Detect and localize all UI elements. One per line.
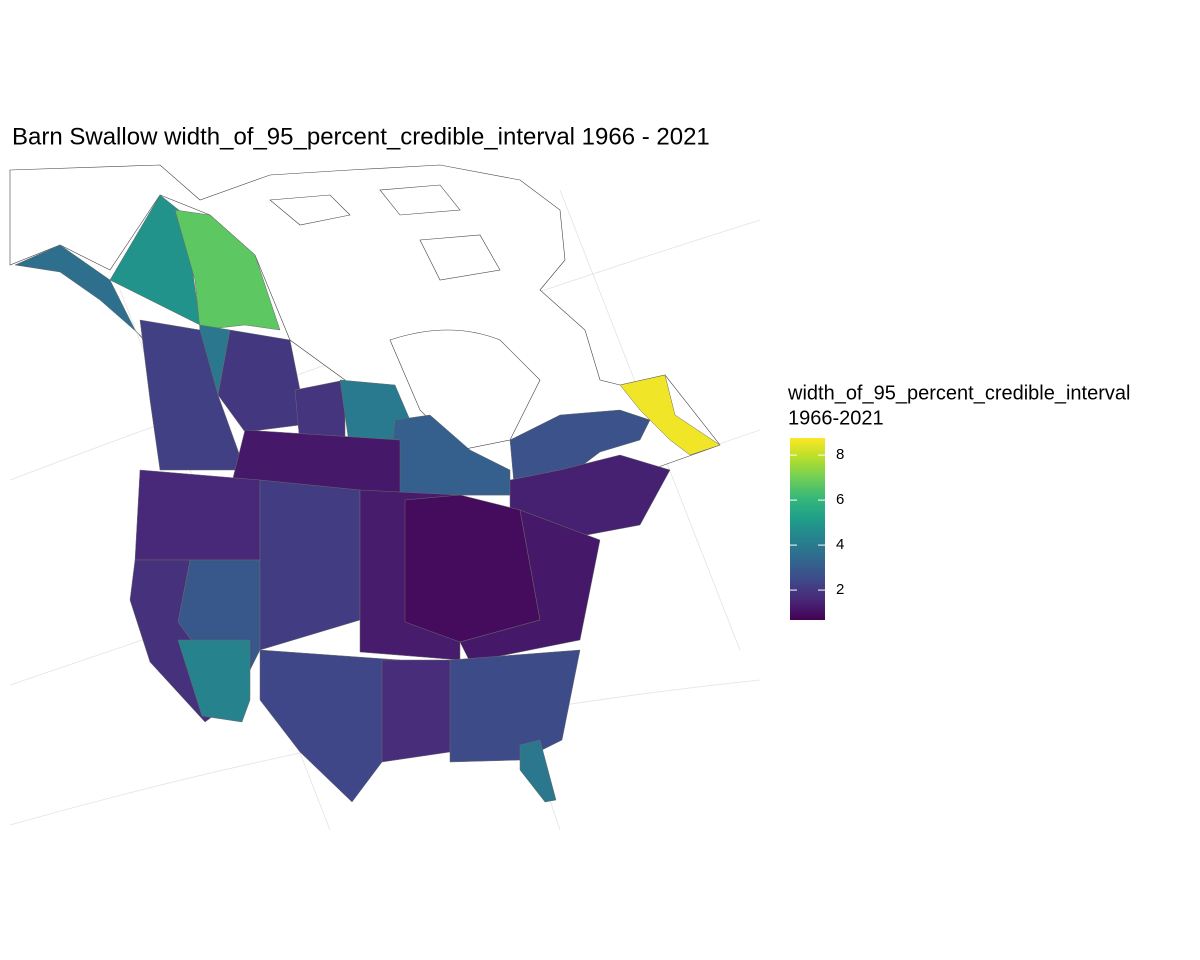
- colorbar: [790, 438, 825, 620]
- region: [404, 494, 541, 643]
- region: [217, 329, 301, 433]
- region: [259, 649, 401, 803]
- colorbar-ticks: 2 4 6 8: [790, 446, 844, 598]
- region: [259, 479, 361, 651]
- island-outline: [269, 184, 501, 281]
- region: [519, 739, 557, 803]
- region: [449, 649, 581, 763]
- colorbar-tick-label: 8: [836, 446, 844, 463]
- colorbar-tick-label: 2: [836, 581, 844, 598]
- regions: [14, 194, 721, 803]
- legend-title: 1966-2021: [788, 407, 884, 429]
- region: [177, 639, 251, 723]
- region: [134, 469, 261, 561]
- region: [619, 374, 721, 456]
- legend-title: width_of_95_percent_credible_interval: [787, 382, 1130, 404]
- unsurveyed-land: [9, 164, 721, 496]
- region: [174, 209, 281, 331]
- colorbar-tick-label: 4: [836, 536, 844, 553]
- region: [381, 659, 461, 763]
- title: Barn Swallow width_of_95_percent_credibl…: [12, 123, 710, 150]
- colorbar-tick-label: 6: [836, 491, 844, 508]
